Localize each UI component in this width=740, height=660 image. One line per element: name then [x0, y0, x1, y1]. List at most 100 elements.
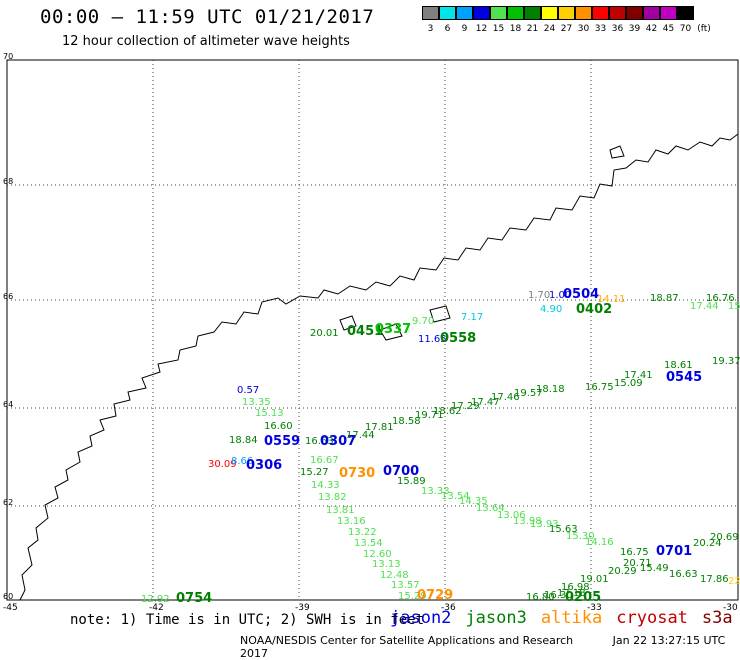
observation-label: 19.37 — [712, 356, 740, 367]
satellite-jason2: jason2 — [390, 608, 452, 628]
observation-label: 30.09 — [208, 459, 237, 470]
axis-labels: 70 68 66 64 62 60 -45 -42 -39 -36 -33 -30 — [3, 52, 738, 613]
observation-label: 14.33 — [311, 480, 340, 491]
latitude-label: 64 — [3, 400, 13, 409]
observation-label: 17.44 — [346, 430, 375, 441]
observation-label: 0307 — [320, 434, 356, 449]
observation-label: 17.41 — [624, 370, 653, 381]
observation-label: 17.44 — [690, 301, 719, 312]
observation-label: 16.67 — [310, 455, 339, 466]
observation-label: 1.70 — [528, 290, 550, 301]
observation-label: 0402 — [576, 302, 612, 317]
units-note: note: 1) Time is in UTC; 2) SWH is in fe… — [70, 612, 425, 628]
legend-swatch — [626, 6, 643, 20]
observation-label: 15.49 — [640, 563, 669, 574]
observation-label: 18.84 — [229, 435, 258, 446]
satellite-s3a: s3a — [701, 608, 733, 628]
observation-label: 16.30 — [544, 590, 573, 601]
observation-label: 0559 — [264, 434, 300, 449]
color-legend-labels: 3 6 9 12 15 18 21 24 27 30 33 36 39 42 45 70 (ft) — [422, 24, 714, 34]
observation-label: 15.63 — [549, 524, 578, 535]
observation-label: 17.18 — [557, 588, 586, 599]
observation-label: 15.27 — [300, 467, 329, 478]
footer: NOAA/NESDIS Center for Satellite Applica… — [240, 634, 740, 660]
observation-label: 4.90 — [540, 304, 562, 315]
observation-label: 0306 — [246, 458, 282, 473]
observation-label: 13.64 — [476, 503, 505, 514]
observation-label: 15.0 — [728, 301, 740, 312]
longitude-label: -30 — [723, 603, 738, 613]
legend-label: 45 — [662, 24, 675, 34]
legend-label: 33 — [594, 24, 607, 34]
legend-label: 27 — [560, 24, 573, 34]
observation-label: 16.80 — [526, 592, 555, 603]
observation-label: 0729 — [417, 588, 453, 603]
observation-label: 16.98 — [561, 582, 590, 593]
observation-label: 13.13 — [372, 559, 401, 570]
observation-label: 0205 — [565, 590, 601, 605]
observation-label: 20.69 — [710, 532, 739, 543]
observation-label: 17.46 — [491, 392, 520, 403]
legend-label: 15 — [492, 24, 505, 34]
observation-label: 1.00 — [549, 290, 571, 301]
latitude-label: 66 — [3, 292, 13, 301]
observation-label: 13.93 — [530, 519, 559, 530]
satellite-jason3: jason3 — [465, 608, 527, 628]
observation-label: 20.29 — [608, 566, 637, 577]
legend-swatch — [592, 6, 609, 20]
observation-label: 18.18 — [536, 384, 565, 395]
color-legend — [422, 6, 694, 20]
map-frame — [6, 59, 739, 601]
observation-label: 12.92 — [141, 594, 170, 605]
legend-swatch — [609, 6, 626, 20]
observation-label: 20.24 — [693, 538, 722, 549]
observation-label: 15.30 — [566, 531, 595, 542]
legend-label: 30 — [577, 24, 590, 34]
observation-label: 12.60 — [363, 549, 392, 560]
observation-label: 13.54 — [354, 538, 383, 549]
observation-label: 0451 — [347, 324, 383, 339]
legend-label: 42 — [645, 24, 658, 34]
satellite-legend: jason2 jason3 altika cryosat s3a — [390, 608, 733, 628]
observation-label: 13.22 — [348, 527, 377, 538]
legend-label: 18 — [509, 24, 522, 34]
observation-label: 0701 — [656, 544, 692, 559]
longitude-label: -33 — [587, 603, 602, 613]
observation-label: 18.62 — [433, 406, 462, 417]
observation-label: 20.01 — [310, 328, 339, 339]
observation-label: 20.71 — [623, 558, 652, 569]
legend-label: 9 — [461, 24, 468, 34]
legend-swatch — [575, 6, 592, 20]
legend-swatch — [507, 6, 524, 20]
observation-label: 14.35 — [459, 496, 488, 507]
legend-swatch — [473, 6, 490, 20]
observation-label: 19.71 — [415, 410, 444, 421]
observation-label: 13.16 — [337, 516, 366, 527]
observation-label: 0337 — [375, 322, 411, 337]
legend-swatch — [643, 6, 660, 20]
credit-text: NOAA/NESDIS Center for Satellite Applica… — [240, 634, 574, 647]
observation-label: 0730 — [339, 466, 375, 481]
observation-label: 17.81 — [365, 422, 394, 433]
observation-label: 14.16 — [585, 537, 614, 548]
observation-label: 18.61 — [664, 360, 693, 371]
latitude-label: 68 — [3, 177, 13, 186]
observation-label: 13.98 — [513, 516, 542, 527]
observation-label: 13.35 — [242, 397, 271, 408]
observation-label: 15.29 — [398, 591, 427, 602]
observation-label: 13.33 — [421, 486, 450, 497]
legend-swatch — [558, 6, 575, 20]
observation-label: 13.54 — [441, 491, 470, 502]
observation-label: 13.06 — [497, 510, 526, 521]
legend-swatch — [660, 6, 677, 20]
satellite-cryosat: cryosat — [616, 608, 688, 628]
legend-swatch — [677, 6, 694, 20]
satellite-altika: altika — [540, 608, 603, 628]
observation-label: 22 — [728, 576, 740, 587]
observation-label: 0.57 — [237, 385, 259, 396]
observation-label: 15.09 — [614, 378, 643, 389]
observation-label: 11.65 — [418, 334, 447, 345]
observation-label: 19.57 — [514, 388, 543, 399]
